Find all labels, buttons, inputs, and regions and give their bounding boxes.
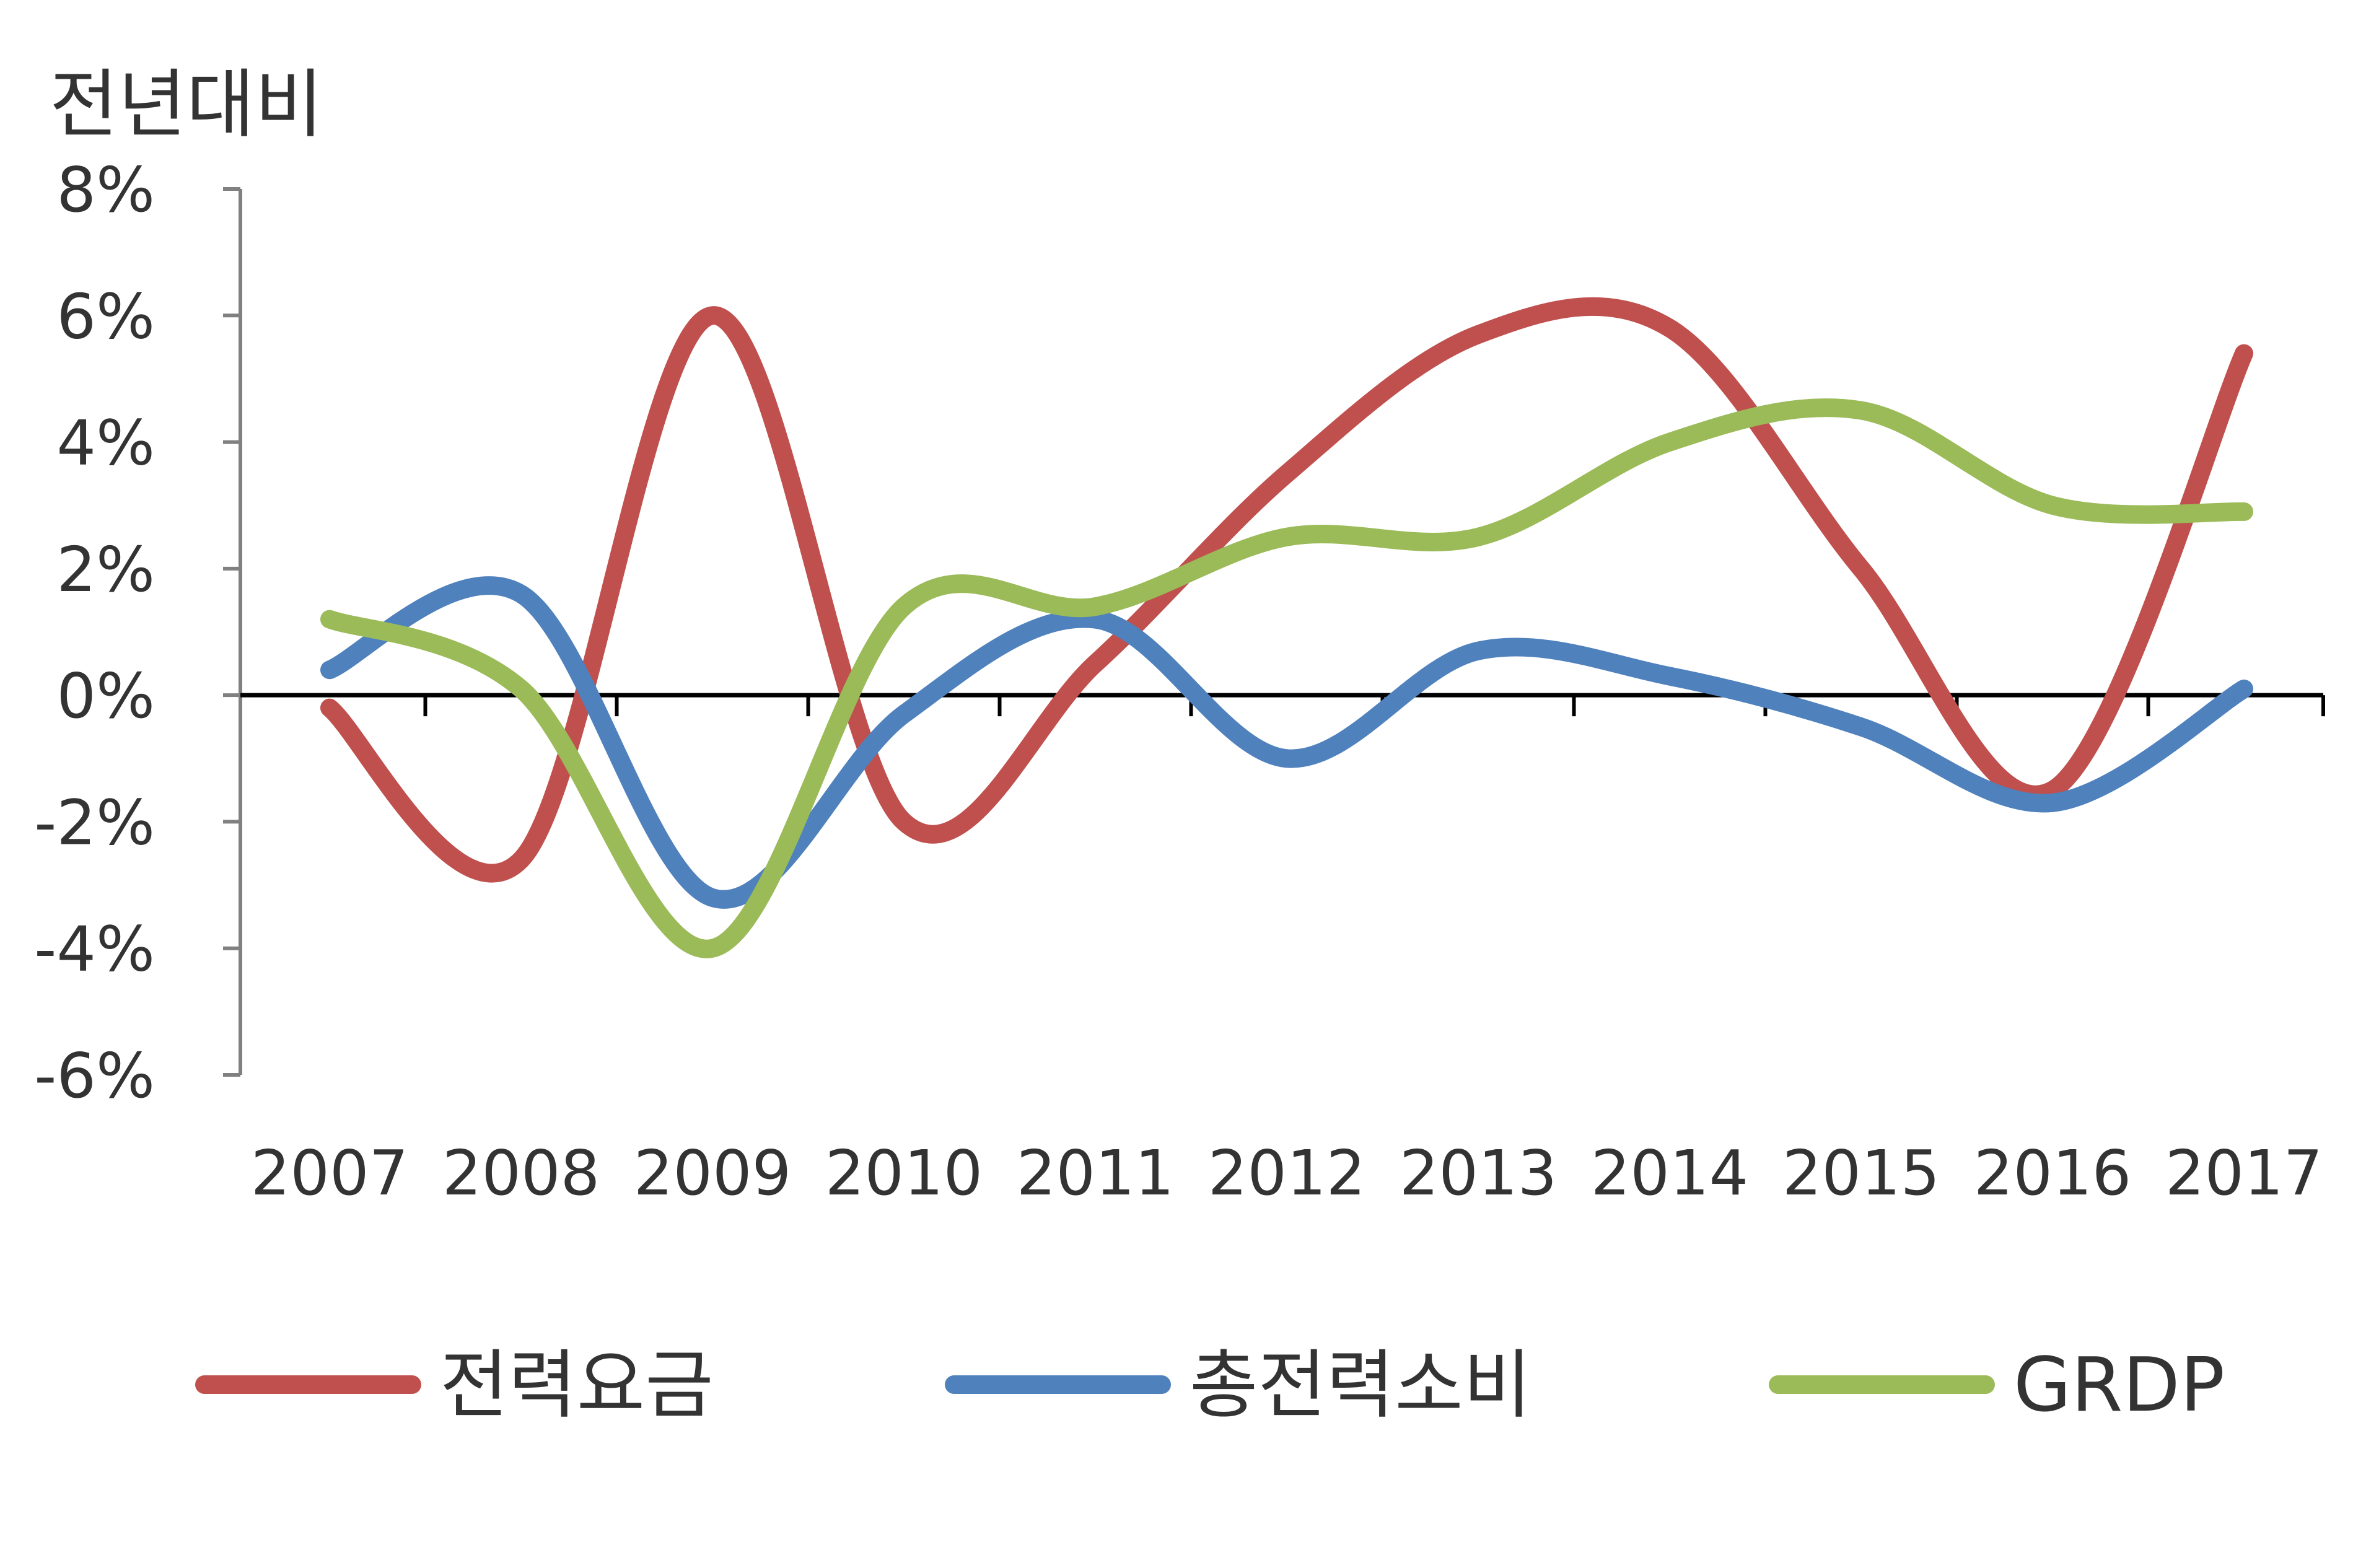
legend-label: 전력요금 [440, 1342, 714, 1429]
x-tick-labels: 2007 2008 2009 2010 2011 2012 2013 2014 2015 2016… [251, 695, 2325, 1209]
y-tick-label: 6% [56, 280, 155, 353]
series-line-1 [320, 297, 2253, 883]
y-tick-label: 2% [56, 533, 155, 606]
x-tick-label: 2017 [2165, 1137, 2323, 1209]
x-tick-label: 2007 [251, 1137, 409, 1209]
x-tick-label: 2013 [1400, 1137, 1558, 1209]
x-tick-label: 2014 [1591, 1137, 1749, 1209]
legend-label: GRDP [2013, 1342, 2225, 1429]
series-line-3 [320, 398, 2253, 958]
x-tick-label: 2010 [825, 1137, 983, 1209]
legend: 전력요금 총전력소비 GRDP [195, 1342, 2225, 1429]
y-axis-label: 전년대비 [50, 62, 323, 148]
y-tick-labels: 8% 6% 4% 2% 0% -2% -4% -6% [34, 154, 240, 1112]
y-tick-label: -6% [34, 1040, 155, 1112]
x-tick-label: 2015 [1782, 1137, 1940, 1209]
y-tick-label: 0% [56, 660, 155, 732]
y-tick-label: 8% [56, 154, 155, 226]
y-tick-label: -4% [34, 913, 155, 986]
x-tick-label: 2012 [1208, 1137, 1366, 1209]
series-line-2 [320, 576, 2253, 909]
series-lines [320, 297, 2253, 958]
y-tick-label: 4% [56, 407, 155, 480]
x-tick-label: 2008 [442, 1137, 600, 1209]
y-tick-label: -2% [34, 786, 155, 859]
x-tick-label: 2009 [634, 1137, 792, 1209]
x-tick-label: 2011 [1017, 1137, 1175, 1209]
legend-label: 총전력소비 [1190, 1342, 1531, 1429]
x-tick-label: 2016 [1974, 1137, 2132, 1209]
